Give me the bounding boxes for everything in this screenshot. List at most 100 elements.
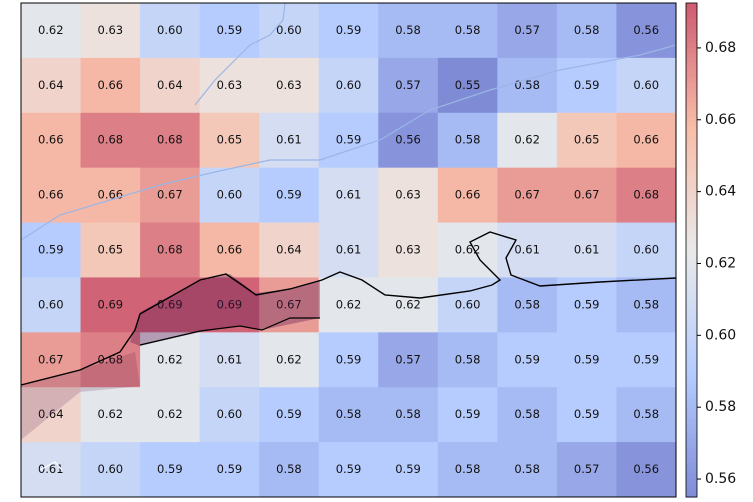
colorbar-frame [685,2,698,498]
cell-label: 0.57 [395,78,421,92]
cell-label: 0.61 [336,188,362,202]
heatmap-cell [378,112,439,169]
heatmap-cell [437,167,498,224]
heatmap-cell [616,222,677,278]
colorbar-segment [686,408,697,414]
cell-label: 0.59 [336,462,362,476]
cell-label: 0.59 [455,407,481,421]
cell-label: 0.57 [395,352,421,366]
coastline [39,461,63,471]
colorbar-segment [686,333,697,340]
colorbar-segment [686,190,697,197]
colorbar-segment [686,77,697,83]
cell-label: 0.59 [217,23,243,37]
cell-label: 0.66 [633,133,659,147]
colorbar-segment [686,166,697,172]
cell-label: 0.61 [276,133,302,147]
colorbar-segment [686,343,697,350]
heatmap-cell [21,3,82,59]
heatmap-cell [556,167,617,224]
cell-label: 0.63 [395,188,421,202]
colorbar-segment [686,437,697,444]
colorbar-segment [686,180,697,187]
heatmap-cell [199,387,260,443]
heatmap-cell [378,57,439,114]
colorbar-segment [686,299,697,305]
heatmap-cell [199,222,260,278]
cell-label: 0.69 [217,297,243,311]
colorbar-segment [686,254,697,261]
cell-label: 0.63 [276,78,302,92]
heatmap-cell [259,57,320,114]
heatmap-cell [21,387,82,443]
heatmap-cell [21,222,82,278]
heatmap-cell [140,167,201,224]
heatmap-cell [556,277,617,333]
colorbar-segment [686,136,697,142]
heatmap-cell [259,222,320,278]
coastline [20,231,677,386]
colorbar-segment [686,358,697,365]
heatmap-cell [199,167,260,224]
heatmap-cell [80,3,141,59]
cell-label: 0.59 [276,407,302,421]
colorbar-segment [686,279,697,286]
heatmap-cell [616,332,677,388]
cell-label: 0.63 [395,243,421,257]
colorbar-segment [686,472,697,478]
colorbar-segment [686,195,697,202]
colorbar-segment [686,96,697,103]
cell-label: 0.61 [217,352,243,366]
land-shade [21,352,140,440]
heatmap-cell [437,112,498,169]
heatmap-cell [318,442,379,498]
colorbar-tick-label: 0.62 [705,255,736,271]
cell-label: 0.63 [98,23,124,37]
heatmap-cell [556,3,617,59]
colorbar-segment [686,383,697,389]
heatmap-cell [199,442,260,498]
heatmap-cell [140,332,201,388]
heatmap-cell [378,277,439,333]
cell-label: 0.59 [336,352,362,366]
cell-label: 0.67 [276,297,302,311]
cell-label: 0.67 [574,188,600,202]
cell-label: 0.62 [395,297,421,311]
cell-label: 0.60 [455,297,481,311]
heatmap-cell [318,332,379,388]
colorbar-segment [686,294,697,300]
heatmap-cell [140,442,201,498]
cell-label: 0.65 [217,133,243,147]
colorbar-segment [686,141,697,147]
colorbar-segment [686,126,697,133]
colorbar-segment [686,309,697,315]
cell-label: 0.58 [574,23,600,37]
cell-label: 0.60 [38,297,64,311]
colorbar-segment [686,175,697,182]
heatmap-cell [140,277,201,333]
cell-label: 0.69 [98,297,124,311]
heatmap-cell [80,277,141,333]
colorbar-segment [686,220,697,226]
cell-label: 0.68 [98,352,124,366]
heatmap-cell [259,3,320,59]
colorbar-segment [686,235,697,241]
river [20,44,677,241]
colorbar-segment [686,393,697,399]
cell-label: 0.64 [276,243,302,257]
heatmap-cell [140,222,201,278]
colorbar-segment [686,57,697,63]
heatmap-cell [199,57,260,114]
cell-label: 0.62 [514,133,540,147]
colorbar-segment [686,7,697,14]
cell-label: 0.66 [38,133,64,147]
heatmap-cell [318,3,379,59]
coastline [139,317,320,346]
cell-label: 0.56 [633,462,659,476]
colorbar-segment [686,348,697,355]
colorbar-segment [686,72,697,78]
cell-label: 0.59 [633,352,659,366]
colorbar-segment [686,17,697,24]
cell-label: 0.67 [514,188,540,202]
